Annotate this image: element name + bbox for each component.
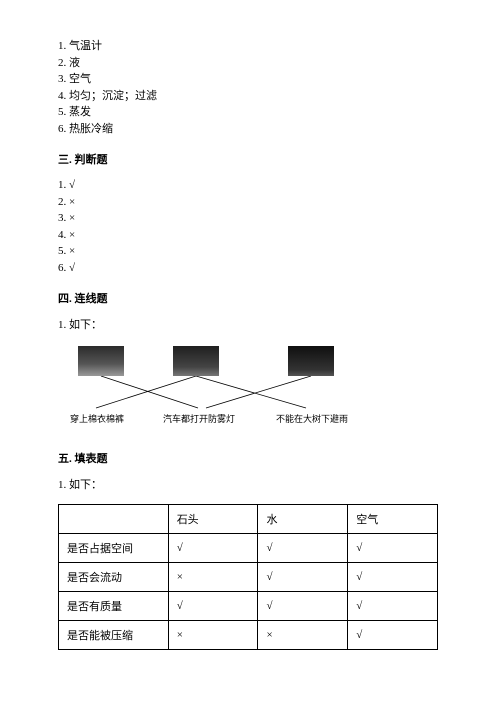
match-label-1: 穿上棉衣棉裤 [70, 412, 124, 425]
answer-text: 均匀；沉淀；过滤 [69, 90, 157, 102]
table-row-label: 是否占据空间 [59, 534, 169, 563]
table-cell: √ [348, 621, 438, 650]
table-corner [59, 505, 169, 534]
table-col-header: 石头 [168, 505, 258, 534]
table-cell: √ [168, 592, 258, 621]
table-col-header: 空气 [348, 505, 438, 534]
judge-list: 1. √ 2. × 3. × 4. × 5. × 6. √ [58, 177, 442, 276]
matching-diagram: 穿上棉衣棉裤 汽车都打开防雾灯 不能在大树下避雨 [58, 340, 388, 430]
match-label-2: 汽车都打开防雾灯 [163, 412, 235, 425]
table-cell: √ [348, 534, 438, 563]
fill-table: 石头 水 空气 是否占据空间 √ √ √ 是否会流动 × √ √ 是否有质量 √… [58, 504, 438, 650]
table-cell: √ [348, 563, 438, 592]
judge-num: 5. [58, 245, 66, 257]
answer-text: 液 [69, 57, 80, 69]
judge-item: 5. × [58, 243, 442, 260]
judge-item: 1. √ [58, 177, 442, 194]
table-header-row: 石头 水 空气 [59, 505, 438, 534]
section3-heading: 三. 判断题 [58, 151, 442, 167]
table-col-header: 水 [258, 505, 348, 534]
answer-item: 6. 热胀冷缩 [58, 121, 442, 138]
table-cell: √ [258, 534, 348, 563]
table-row: 是否占据空间 √ √ √ [59, 534, 438, 563]
judge-num: 2. [58, 196, 66, 208]
answer-text: 空气 [69, 73, 91, 85]
table-row-label: 是否会流动 [59, 563, 169, 592]
table-cell: × [168, 563, 258, 592]
match-image-2 [173, 346, 219, 376]
table-cell: × [258, 621, 348, 650]
match-label-3: 不能在大树下避雨 [276, 412, 348, 425]
table-row-label: 是否能被压缩 [59, 621, 169, 650]
table-cell: √ [168, 534, 258, 563]
judge-mark: × [69, 196, 75, 208]
table-row: 是否有质量 √ √ √ [59, 592, 438, 621]
answer-num: 4. [58, 90, 66, 102]
answer-num: 3. [58, 73, 66, 85]
answers-list: 1. 气温计 2. 液 3. 空气 4. 均匀；沉淀；过滤 5. 蒸发 6. 热… [58, 38, 442, 137]
judge-item: 3. × [58, 210, 442, 227]
table-cell: √ [258, 592, 348, 621]
match-image-1 [78, 346, 124, 376]
answer-text: 蒸发 [69, 106, 91, 118]
judge-item: 4. × [58, 227, 442, 244]
answer-num: 1. [58, 40, 66, 52]
table-row-label: 是否有质量 [59, 592, 169, 621]
section5-intro: 1. 如下： [58, 476, 442, 492]
answer-item: 3. 空气 [58, 71, 442, 88]
answer-num: 6. [58, 123, 66, 135]
judge-mark: × [69, 245, 75, 257]
judge-item: 2. × [58, 194, 442, 211]
table-row: 是否会流动 × √ √ [59, 563, 438, 592]
page: 1. 气温计 2. 液 3. 空气 4. 均匀；沉淀；过滤 5. 蒸发 6. 热… [0, 0, 500, 707]
judge-num: 6. [58, 262, 66, 274]
match-image-3 [288, 346, 334, 376]
answer-text: 热胀冷缩 [69, 123, 113, 135]
table-cell: √ [258, 563, 348, 592]
judge-mark: √ [69, 262, 75, 274]
table-cell: × [168, 621, 258, 650]
table-cell: √ [348, 592, 438, 621]
section5-heading: 五. 填表题 [58, 450, 442, 466]
answer-item: 2. 液 [58, 55, 442, 72]
judge-num: 1. [58, 179, 66, 191]
judge-mark: × [69, 212, 75, 224]
judge-item: 6. √ [58, 260, 442, 277]
section4-intro: 1. 如下： [58, 316, 442, 332]
table-row: 是否能被压缩 × × √ [59, 621, 438, 650]
answer-item: 4. 均匀；沉淀；过滤 [58, 88, 442, 105]
judge-mark: √ [69, 179, 75, 191]
answer-item: 5. 蒸发 [58, 104, 442, 121]
section4-heading: 四. 连线题 [58, 290, 442, 306]
answer-num: 2. [58, 57, 66, 69]
judge-num: 4. [58, 229, 66, 241]
answer-item: 1. 气温计 [58, 38, 442, 55]
judge-mark: × [69, 229, 75, 241]
answer-num: 5. [58, 106, 66, 118]
judge-num: 3. [58, 212, 66, 224]
answer-text: 气温计 [69, 40, 102, 52]
